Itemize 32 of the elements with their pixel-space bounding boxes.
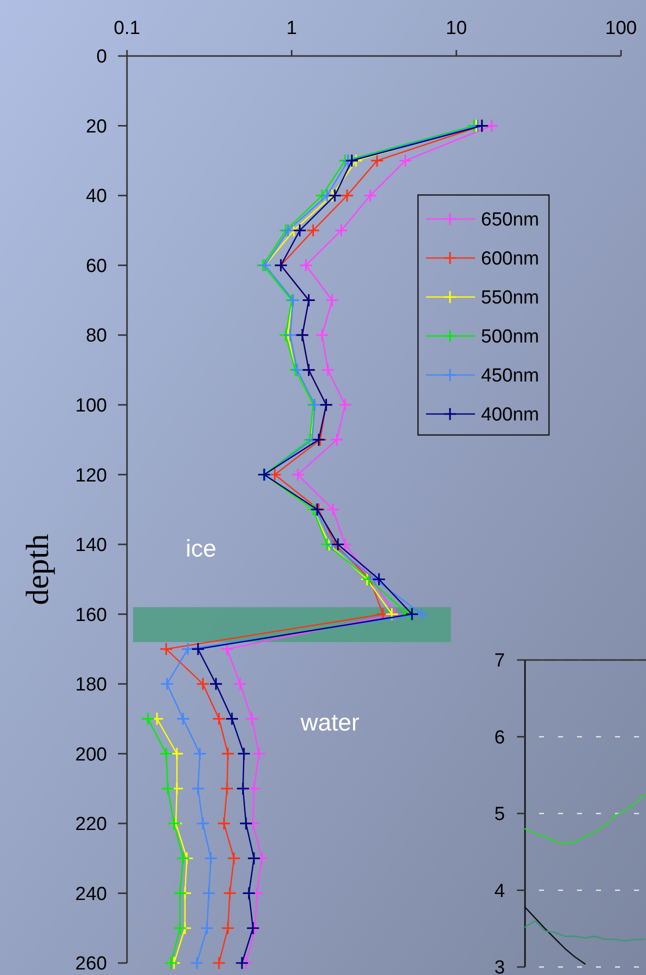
y-tick-label: 4 bbox=[494, 880, 506, 902]
y-tick-label: 100 bbox=[75, 395, 107, 416]
legend-label: 550nm bbox=[481, 288, 540, 309]
x-tick-label: 0.1 bbox=[114, 18, 140, 39]
legend-label: 600nm bbox=[481, 248, 540, 270]
y-tick-label: 120 bbox=[75, 465, 107, 486]
y-tick-label: 0 bbox=[96, 46, 107, 68]
legend-label: 500nm bbox=[481, 326, 540, 348]
y-tick-label: 240 bbox=[75, 884, 107, 905]
legend-label: 650nm bbox=[481, 210, 540, 231]
legend-label: 450nm bbox=[481, 366, 540, 387]
y-tick-label: 20 bbox=[86, 116, 107, 138]
y-tick-label: 260 bbox=[75, 954, 107, 975]
y-tick-label: 200 bbox=[75, 744, 107, 766]
annotation: ice bbox=[186, 535, 216, 562]
y-tick-label: 80 bbox=[86, 326, 107, 347]
x-tick-label: 100 bbox=[605, 18, 637, 39]
y-tick-label: 40 bbox=[86, 186, 107, 208]
x-tick-label: 1 bbox=[286, 18, 297, 39]
y-tick-label: 160 bbox=[75, 604, 107, 626]
y-tick-label: 5 bbox=[494, 804, 505, 826]
legend-label: 400nm bbox=[481, 404, 540, 426]
y-tick-label: 60 bbox=[86, 256, 107, 277]
y-tick-label: 180 bbox=[75, 674, 107, 696]
y-tick-label: 6 bbox=[494, 727, 505, 748]
y-tick-label: 140 bbox=[75, 535, 107, 556]
y-tick-label: 7 bbox=[494, 650, 505, 672]
annotation: water bbox=[300, 709, 360, 736]
y-tick-label: 220 bbox=[75, 814, 107, 836]
y-tick-label: 3 bbox=[494, 958, 505, 975]
y-axis-title: depth bbox=[19, 534, 55, 606]
x-tick-label: 10 bbox=[446, 18, 467, 39]
